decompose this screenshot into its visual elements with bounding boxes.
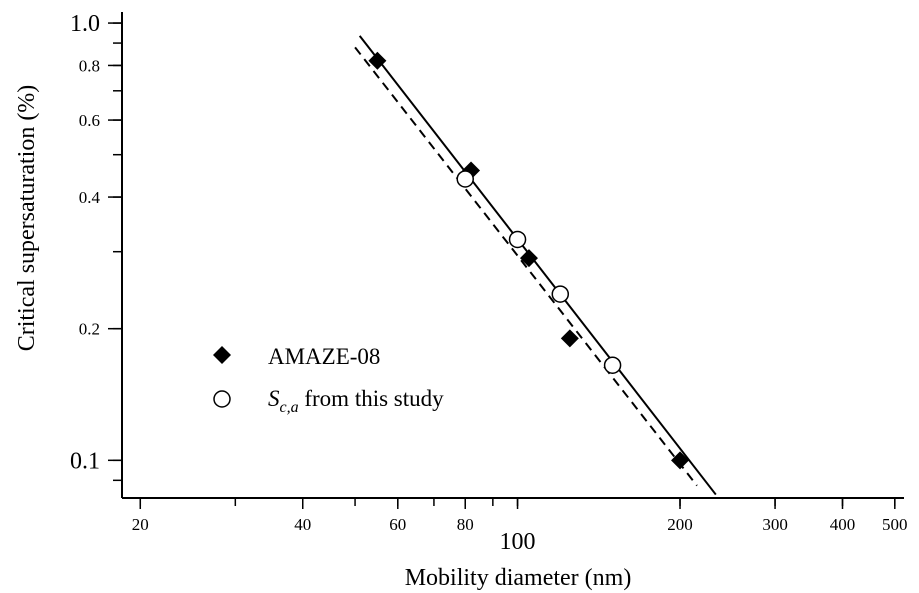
x-tick-label: 300 (762, 515, 788, 534)
legend: AMAZE-08 Sc,a from this study (213, 344, 444, 416)
y-tick-label: 0.2 (79, 320, 100, 339)
fit-lines (354, 35, 717, 496)
data-point-amaze-08 (671, 451, 690, 470)
x-tick-label: 60 (389, 515, 406, 534)
y-tick-label: 0.6 (79, 111, 100, 130)
legend-label-sca-study: Sc,a from this study (268, 386, 444, 416)
x-tick-label: 80 (457, 515, 474, 534)
x-axis-title: Mobility diameter (nm) (405, 565, 632, 591)
y-tick-label: 0.4 (79, 188, 101, 207)
data-point-sca-study (456, 170, 474, 188)
data-point-amaze-08 (368, 51, 387, 70)
y-axis-title: Critical supersaturation (%) (14, 85, 40, 352)
data-point-sca-study (551, 285, 570, 303)
x-tick-label: 100 (500, 529, 536, 555)
data-point-amaze-08 (560, 329, 579, 348)
y-tick-label: 0.8 (79, 56, 100, 75)
data-point-amaze-08 (519, 249, 538, 268)
y-tick-label: 1.0 (70, 11, 100, 37)
data-point-sca-study (508, 230, 527, 249)
x-tick-label: 500 (882, 515, 908, 534)
x-tick-label: 400 (830, 515, 856, 534)
y-tick-label: 0.1 (70, 448, 100, 474)
dashed-fit-line (354, 46, 698, 487)
plot-frame (121, 12, 904, 499)
legend-marker-sca-study (213, 390, 231, 408)
x-tick-label: 40 (294, 515, 311, 534)
tick-labels: 20 40 60 80 100 200 300 400 500 0.1 0.2 0.4 0.6 0.8 1.… (70, 11, 908, 555)
legend-label-amaze-08: AMAZE-08 (268, 344, 380, 369)
data-point-sca-study (603, 356, 622, 374)
x-tick-label: 20 (132, 515, 149, 534)
x-tick-label: 200 (667, 515, 693, 534)
axis-ticks (108, 22, 896, 509)
data-markers (368, 51, 690, 470)
legend-marker-amaze-08 (213, 346, 231, 364)
solid-fit-line (358, 35, 717, 496)
